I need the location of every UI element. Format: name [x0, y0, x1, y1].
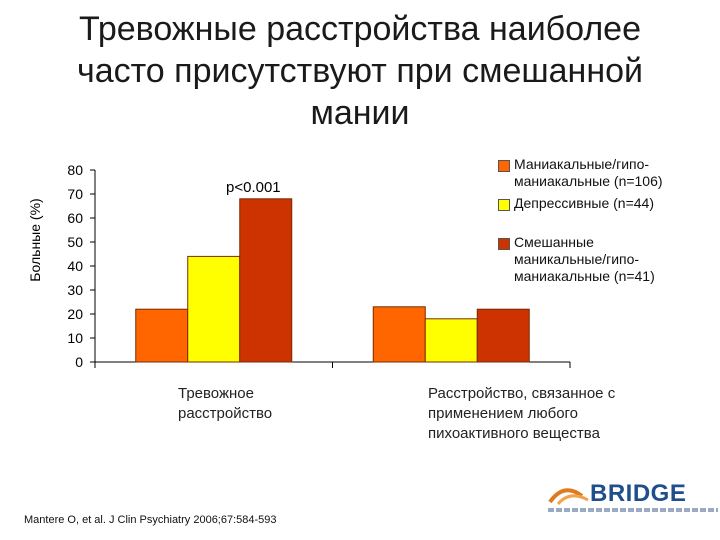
y-tick-label: 60	[67, 210, 83, 226]
legend-item-depressive: Депрессивные (n=44)	[498, 195, 654, 212]
legend-swatch-mixed	[498, 238, 510, 250]
category-label-anxiety: Тревожное расстройство	[178, 385, 273, 422]
slide-title: Тревожные расстройства наиболее часто пр…	[76, 10, 643, 132]
bridge-logo: BRIDGE	[548, 478, 718, 528]
y-tick-label: 70	[67, 186, 83, 202]
chart-bars	[135, 198, 530, 363]
y-tick-label: 0	[75, 354, 83, 370]
legend-swatch-depressive	[498, 199, 510, 211]
legend-swatch-manic	[498, 160, 510, 172]
bar-0-2	[239, 198, 293, 363]
bridge-logo-icon	[548, 488, 589, 506]
y-tick-label: 80	[67, 162, 83, 178]
p-value-annotation: p<0.001	[226, 179, 281, 196]
bar-0-1	[187, 255, 241, 363]
y-tick-label: 10	[67, 330, 83, 346]
y-tick-label: 20	[67, 306, 83, 322]
bar-1-1	[424, 318, 478, 363]
y-tick-label: 40	[67, 258, 83, 274]
bar-0-0	[135, 308, 189, 363]
y-tick-label: 30	[67, 282, 83, 298]
legend-item-manic: Маниакальные/гипо- маниакальные (n=106)	[498, 156, 663, 190]
bridge-logo-text: BRIDGE	[590, 480, 687, 507]
legend-label-depressive: Депрессивные (n=44)	[514, 195, 655, 211]
legend-item-mixed: Смешанные маникальные/гипо- маниакальные…	[498, 234, 655, 285]
bar-1-0	[372, 306, 426, 363]
y-tick-label: 50	[67, 234, 83, 250]
legend-label-mixed: Смешанные маникальные/гипо- маниакальные…	[514, 234, 655, 284]
category-label-substance: Расстройство, связанное с применением лю…	[428, 385, 616, 442]
y-axis-label: Больные (%)	[27, 198, 43, 281]
bridge-logo-tagline	[548, 508, 718, 512]
legend-label-manic: Маниакальные/гипо- маниакальные (n=106)	[514, 156, 663, 189]
bar-1-2	[476, 308, 530, 363]
citation: Mantere O, et al. J Clin Psychiatry 2006…	[24, 514, 277, 526]
